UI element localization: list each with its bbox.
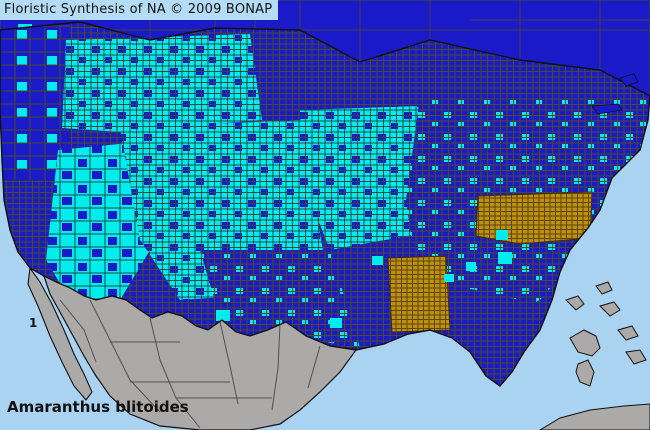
southeast-counties [430, 280, 540, 386]
bahamas-island-3 [565, 295, 585, 311]
bahamas-island-2 [575, 359, 595, 387]
cuba-shape [539, 403, 650, 430]
bahamas-island-5 [617, 325, 639, 341]
state-mississippi-gold [387, 255, 451, 333]
ocean-reference-marker: 1 [29, 316, 38, 330]
species-name-label: Amaranthus blitoides [7, 398, 189, 416]
northeast-coastal-details [591, 73, 639, 115]
bahamas-island-4 [599, 301, 621, 317]
great-basin-counties [46, 142, 150, 300]
bahamas-island-6 [625, 349, 647, 365]
baja-california [27, 266, 93, 401]
bahamas-island-7 [595, 281, 613, 295]
northern-plains-counties [62, 34, 262, 132]
andros-island [569, 329, 601, 357]
caribbean-islands [539, 281, 650, 430]
state-north-carolina-gold [475, 191, 593, 245]
mexico-region [27, 266, 358, 430]
cape-cod [619, 73, 639, 87]
midwest-counties [300, 106, 440, 250]
texas-counties [200, 250, 360, 348]
long-island [591, 103, 623, 115]
bonap-credit-banner: Floristic Synthesis of NA © 2009 BONAP [0, 0, 279, 20]
